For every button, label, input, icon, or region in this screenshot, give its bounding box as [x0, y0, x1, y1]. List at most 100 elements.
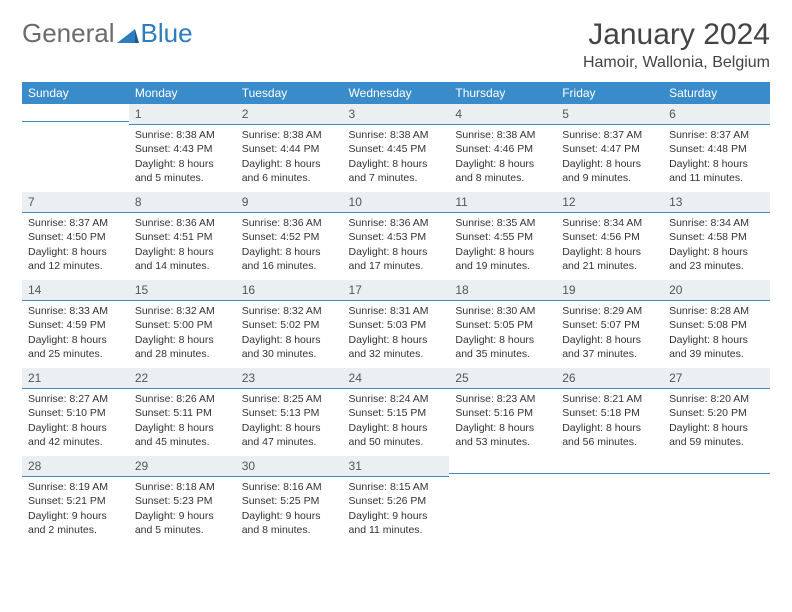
day-number: 2 [236, 104, 343, 125]
calendar-empty [663, 456, 770, 544]
sunrise-line: Sunrise: 8:36 AM [135, 216, 230, 230]
daylight-line: Daylight: 8 hours and 45 minutes. [135, 421, 230, 449]
logo: General Blue [22, 18, 193, 49]
daylight-line: Daylight: 8 hours and 30 minutes. [242, 333, 337, 361]
calendar-row: 1Sunrise: 8:38 AMSunset: 4:43 PMDaylight… [22, 104, 770, 192]
sunset-line: Sunset: 4:48 PM [669, 142, 764, 156]
calendar-row: 21Sunrise: 8:27 AMSunset: 5:10 PMDayligh… [22, 368, 770, 456]
daylight-line: Daylight: 8 hours and 25 minutes. [28, 333, 123, 361]
weekday-header: Saturday [663, 82, 770, 104]
location: Hamoir, Wallonia, Belgium [583, 54, 770, 72]
calendar-day: 27Sunrise: 8:20 AMSunset: 5:20 PMDayligh… [663, 368, 770, 456]
calendar-day: 25Sunrise: 8:23 AMSunset: 5:16 PMDayligh… [449, 368, 556, 456]
calendar-table: SundayMondayTuesdayWednesdayThursdayFrid… [22, 82, 770, 544]
day-content: Sunrise: 8:34 AMSunset: 4:56 PMDaylight:… [556, 213, 663, 279]
day-number: 25 [449, 368, 556, 389]
sunrise-line: Sunrise: 8:30 AM [455, 304, 550, 318]
sunrise-line: Sunrise: 8:32 AM [135, 304, 230, 318]
day-content: Sunrise: 8:36 AMSunset: 4:52 PMDaylight:… [236, 213, 343, 279]
sunset-line: Sunset: 5:03 PM [349, 318, 444, 332]
day-content: Sunrise: 8:21 AMSunset: 5:18 PMDaylight:… [556, 389, 663, 455]
day-number: 1 [129, 104, 236, 125]
calendar-row: 14Sunrise: 8:33 AMSunset: 4:59 PMDayligh… [22, 280, 770, 368]
daylight-line: Daylight: 9 hours and 2 minutes. [28, 509, 123, 537]
calendar-empty [22, 104, 129, 192]
daylight-line: Daylight: 9 hours and 5 minutes. [135, 509, 230, 537]
sunrise-line: Sunrise: 8:19 AM [28, 480, 123, 494]
calendar-day: 30Sunrise: 8:16 AMSunset: 5:25 PMDayligh… [236, 456, 343, 544]
sunset-line: Sunset: 4:56 PM [562, 230, 657, 244]
sunrise-line: Sunrise: 8:34 AM [669, 216, 764, 230]
calendar-day: 14Sunrise: 8:33 AMSunset: 4:59 PMDayligh… [22, 280, 129, 368]
sunrise-line: Sunrise: 8:21 AM [562, 392, 657, 406]
sunset-line: Sunset: 5:26 PM [349, 494, 444, 508]
day-number: 29 [129, 456, 236, 477]
day-number: 11 [449, 192, 556, 213]
sunset-line: Sunset: 5:08 PM [669, 318, 764, 332]
sunset-line: Sunset: 4:50 PM [28, 230, 123, 244]
day-content: Sunrise: 8:38 AMSunset: 4:45 PMDaylight:… [343, 125, 450, 191]
day-content: Sunrise: 8:38 AMSunset: 4:44 PMDaylight:… [236, 125, 343, 191]
sunrise-line: Sunrise: 8:15 AM [349, 480, 444, 494]
sunset-line: Sunset: 4:44 PM [242, 142, 337, 156]
daylight-line: Daylight: 8 hours and 19 minutes. [455, 245, 550, 273]
calendar-day: 13Sunrise: 8:34 AMSunset: 4:58 PMDayligh… [663, 192, 770, 280]
day-number: 31 [343, 456, 450, 477]
calendar-body: 1Sunrise: 8:38 AMSunset: 4:43 PMDaylight… [22, 104, 770, 544]
day-number: 3 [343, 104, 450, 125]
day-content: Sunrise: 8:15 AMSunset: 5:26 PMDaylight:… [343, 477, 450, 543]
calendar-day: 6Sunrise: 8:37 AMSunset: 4:48 PMDaylight… [663, 104, 770, 192]
day-content: Sunrise: 8:36 AMSunset: 4:51 PMDaylight:… [129, 213, 236, 279]
sunset-line: Sunset: 5:00 PM [135, 318, 230, 332]
day-number: 30 [236, 456, 343, 477]
calendar-day: 23Sunrise: 8:25 AMSunset: 5:13 PMDayligh… [236, 368, 343, 456]
daylight-line: Daylight: 8 hours and 5 minutes. [135, 157, 230, 185]
sunset-line: Sunset: 5:21 PM [28, 494, 123, 508]
day-number: 16 [236, 280, 343, 301]
sunset-line: Sunset: 5:16 PM [455, 406, 550, 420]
calendar-day: 15Sunrise: 8:32 AMSunset: 5:00 PMDayligh… [129, 280, 236, 368]
header: General Blue January 2024 Hamoir, Wallon… [22, 18, 770, 72]
logo-text-2: Blue [141, 18, 193, 49]
sunset-line: Sunset: 5:20 PM [669, 406, 764, 420]
day-content: Sunrise: 8:25 AMSunset: 5:13 PMDaylight:… [236, 389, 343, 455]
calendar-day: 12Sunrise: 8:34 AMSunset: 4:56 PMDayligh… [556, 192, 663, 280]
sunrise-line: Sunrise: 8:37 AM [669, 128, 764, 142]
sunrise-line: Sunrise: 8:25 AM [242, 392, 337, 406]
day-content: Sunrise: 8:19 AMSunset: 5:21 PMDaylight:… [22, 477, 129, 543]
daylight-line: Daylight: 8 hours and 32 minutes. [349, 333, 444, 361]
sunset-line: Sunset: 5:25 PM [242, 494, 337, 508]
calendar-day: 22Sunrise: 8:26 AMSunset: 5:11 PMDayligh… [129, 368, 236, 456]
sunset-line: Sunset: 4:52 PM [242, 230, 337, 244]
daylight-line: Daylight: 8 hours and 21 minutes. [562, 245, 657, 273]
sunset-line: Sunset: 4:58 PM [669, 230, 764, 244]
daylight-line: Daylight: 8 hours and 14 minutes. [135, 245, 230, 273]
daylight-line: Daylight: 8 hours and 37 minutes. [562, 333, 657, 361]
daylight-line: Daylight: 8 hours and 50 minutes. [349, 421, 444, 449]
day-content: Sunrise: 8:33 AMSunset: 4:59 PMDaylight:… [22, 301, 129, 367]
daylight-line: Daylight: 8 hours and 7 minutes. [349, 157, 444, 185]
daylight-line: Daylight: 8 hours and 42 minutes. [28, 421, 123, 449]
day-content: Sunrise: 8:32 AMSunset: 5:02 PMDaylight:… [236, 301, 343, 367]
calendar-day: 5Sunrise: 8:37 AMSunset: 4:47 PMDaylight… [556, 104, 663, 192]
day-number: 5 [556, 104, 663, 125]
sunrise-line: Sunrise: 8:23 AM [455, 392, 550, 406]
sunrise-line: Sunrise: 8:37 AM [28, 216, 123, 230]
calendar-day: 7Sunrise: 8:37 AMSunset: 4:50 PMDaylight… [22, 192, 129, 280]
sunrise-line: Sunrise: 8:18 AM [135, 480, 230, 494]
sunrise-line: Sunrise: 8:27 AM [28, 392, 123, 406]
weekday-header: Tuesday [236, 82, 343, 104]
daylight-line: Daylight: 8 hours and 17 minutes. [349, 245, 444, 273]
calendar-empty [556, 456, 663, 544]
sunset-line: Sunset: 5:02 PM [242, 318, 337, 332]
calendar-day: 4Sunrise: 8:38 AMSunset: 4:46 PMDaylight… [449, 104, 556, 192]
day-content: Sunrise: 8:38 AMSunset: 4:43 PMDaylight:… [129, 125, 236, 191]
day-number: 15 [129, 280, 236, 301]
daylight-line: Daylight: 8 hours and 8 minutes. [455, 157, 550, 185]
day-content: Sunrise: 8:36 AMSunset: 4:53 PMDaylight:… [343, 213, 450, 279]
calendar-day: 31Sunrise: 8:15 AMSunset: 5:26 PMDayligh… [343, 456, 450, 544]
sunset-line: Sunset: 5:05 PM [455, 318, 550, 332]
sunrise-line: Sunrise: 8:33 AM [28, 304, 123, 318]
day-number: 17 [343, 280, 450, 301]
sunset-line: Sunset: 4:43 PM [135, 142, 230, 156]
